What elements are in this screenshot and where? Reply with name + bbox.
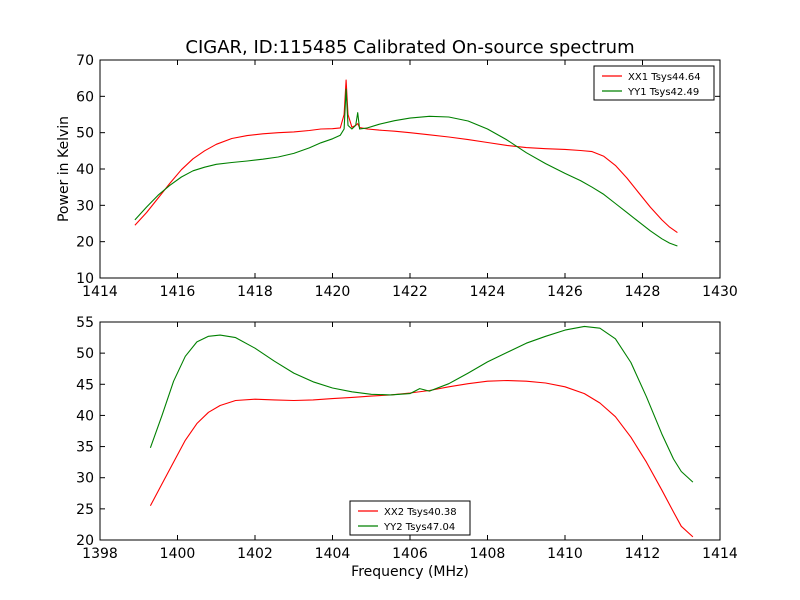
x-tick-label: 1420 [315,284,351,300]
x-axis-label: Frequency (MHz) [351,564,469,580]
x-tick-label: 1430 [702,284,738,300]
chart-panel-1: 1414 1416 1418 1420 1422 1424 1426 1428 1430 10 20… [56,53,738,300]
y-tick-label: 35 [76,440,94,456]
chart-panels: 1414 1416 1418 1420 1422 1424 1426 1428 1430 10 20… [56,53,738,580]
x-tick-label: 1426 [547,284,583,300]
x-tick-label: 1424 [470,284,506,300]
x-tick-label: 1416 [160,284,196,300]
x-tick-label: 1412 [625,546,661,562]
legend: XX1 Tsys44.64 YY1 Tsys42.49 [593,65,715,101]
x-tick-label: 1406 [392,546,428,562]
series-line-2-1 [149,379,694,538]
series-line-2-2 [149,325,694,483]
x-tick-label: 1418 [237,284,273,300]
chart-panel-2: 1398 1400 1402 1404 1406 1408 1410 1412 1414 20 25… [76,315,738,580]
y-tick-label: 45 [76,377,94,393]
y-axis-label: Power in Kelvin [56,116,72,222]
y-tick-label: 40 [76,162,94,178]
x-tick-label: 1402 [237,546,273,562]
legend-box [349,500,471,536]
legend-label: XX1 Tsys44.64 [628,72,701,83]
x-tick-label: 1414 [702,546,738,562]
x-tick-label: 1428 [625,284,661,300]
x-tick-label: 1422 [392,284,428,300]
figure-title: CIGAR, ID:115485 Calibrated On-source sp… [185,37,634,58]
y-tick-label: 50 [76,346,94,362]
x-tick-label: 1408 [470,546,506,562]
y-tick-label: 60 [76,89,94,105]
x-tick-label: 1414 [82,284,118,300]
y-tick-label: 20 [76,533,94,549]
y-tick-label: 30 [76,471,94,487]
y-tick-label: 10 [76,271,94,287]
x-tick-label: 1398 [82,546,118,562]
y-tick-label: 25 [76,502,94,518]
y-tick-label: 30 [76,198,94,214]
legend-label: YY1 Tsys42.49 [627,87,699,98]
y-tick-label: 20 [76,235,94,251]
x-tick-label: 1400 [160,546,196,562]
y-tick-label: 70 [76,53,94,69]
legend-label: YY2 Tsys47.04 [383,522,455,533]
y-tick-label: 40 [76,408,94,424]
x-tick-label: 1410 [547,546,583,562]
x-tick-label: 1404 [315,546,351,562]
legend-box [593,65,715,101]
legend-label: XX2 Tsys40.38 [384,507,457,518]
series-line-1-2 [134,88,678,247]
y-tick-label: 50 [76,126,94,142]
legend: XX2 Tsys40.38 YY2 Tsys47.04 [349,500,471,536]
y-tick-label: 55 [76,315,94,331]
